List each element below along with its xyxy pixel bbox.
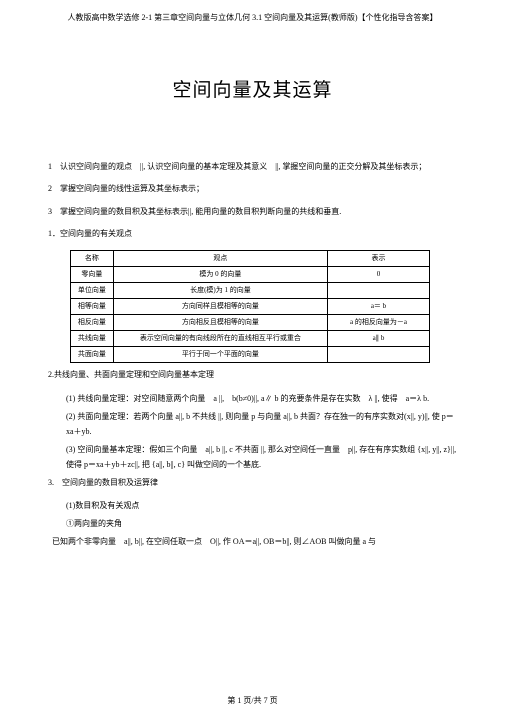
cell: 表示空间向量的有向线段所在的直线相互平行或重合 [113, 331, 327, 347]
table-row: 单位向量 长度(模)为 1 的向量 [71, 282, 430, 298]
section-1: 1．空间向量的有关观点 [48, 227, 457, 241]
table-row: 零向量 模为 0 的向量 0 [71, 266, 430, 282]
obj-2: 2 掌握空间向量的线性运算及其坐标表示； [48, 182, 457, 196]
table-row: 名称 观点 表示 [71, 250, 430, 266]
item-2-2: (2) 共面向量定理：若两个向量 a||, b 不共线 ||, 则向量 p 与向… [66, 409, 457, 439]
obj-1: 1 认识空间向量的观点 ||, 认识空间向量的基本定理及其意义 ||, 掌握空间… [48, 160, 457, 174]
page-title: 空间向量及其运算 [48, 75, 457, 102]
concepts-table: 名称 观点 表示 零向量 模为 0 的向量 0 单位向量 长度(模)为 1 的向… [70, 250, 430, 364]
cell: 相等向量 [71, 298, 114, 314]
cell: 相反向量 [71, 314, 114, 330]
th-view: 观点 [113, 250, 327, 266]
cell: 平行于同一个平面的向量 [113, 347, 327, 363]
item-2-1: (1) 共线向量定理：对空间随意两个向量 a ||, b(b≠0)||, a∥ … [66, 391, 457, 406]
table-row: 共面向量 平行于同一个平面的向量 [71, 347, 430, 363]
th-name: 名称 [71, 250, 114, 266]
cell: 方向同样且模相等的向量 [113, 298, 327, 314]
table-row: 相反向量 方向相反且模相等的向量 a 的相反向量为－a [71, 314, 430, 330]
cell: 零向量 [71, 266, 114, 282]
cell: 共线向量 [71, 331, 114, 347]
page-footer: 第 1 页/共 7 页 [0, 695, 505, 706]
cell [328, 282, 430, 298]
table-row: 共线向量 表示空间向量的有向线段所在的直线相互平行或重合 a∥ b [71, 331, 430, 347]
cell: a＝ b [328, 298, 430, 314]
cell: 方向相反且模相等的向量 [113, 314, 327, 330]
cell: a 的相反向量为－a [328, 314, 430, 330]
doc-header: 人教版高中数学选修 2-1 第三章空间向量与立体几何 3.1 空间向量及其运算(… [48, 12, 457, 23]
th-rep: 表示 [328, 250, 430, 266]
section-2: 2.共线向量、共面向量定理和空间向量基本定理 [48, 368, 457, 382]
cell: 0 [328, 266, 430, 282]
item-2-3: (3) 空间向量基本定理：假如三个向量 a||, b ||, c 不共面 ||,… [66, 442, 457, 472]
cell: 单位向量 [71, 282, 114, 298]
item-3-1: (1)数目积及有关观点 [66, 498, 457, 513]
cell: 模为 0 的向量 [113, 266, 327, 282]
cell [328, 347, 430, 363]
cell: 共面向量 [71, 347, 114, 363]
cell: a∥ b [328, 331, 430, 347]
section-3: 3. 空间向量的数目积及运算律 [48, 476, 457, 490]
item-3-1-1: ①两向量的夹角 [66, 516, 457, 531]
obj-3: 3 掌握空间向量的数目积及其坐标表示||, 能用向量的数目积判断向量的共线和垂直… [48, 205, 457, 219]
cell: 长度(模)为 1 的向量 [113, 282, 327, 298]
item-3-1-2: 已知两个非零向量 a||, b||, 在空间任取一点 O||, 作 OA＝a||… [52, 534, 457, 549]
table-row: 相等向量 方向同样且模相等的向量 a＝ b [71, 298, 430, 314]
